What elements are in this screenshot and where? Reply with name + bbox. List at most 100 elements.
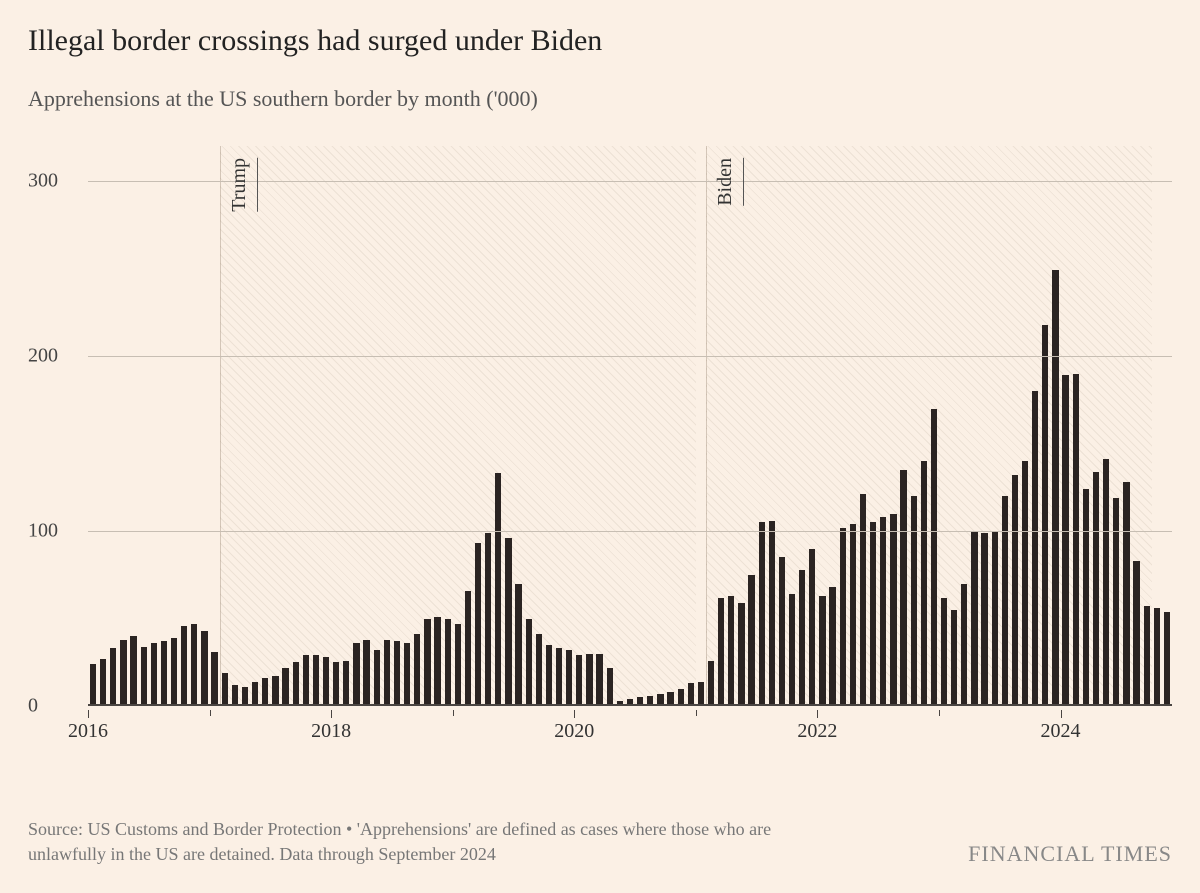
gridline — [88, 531, 1172, 532]
chart-title: Illegal border crossings had surged unde… — [28, 24, 1172, 58]
bar — [323, 657, 329, 706]
x-tick — [574, 710, 575, 718]
x-tick-minor — [939, 710, 940, 716]
bar — [718, 598, 724, 707]
bar — [252, 682, 258, 707]
bar — [566, 650, 572, 706]
bar — [576, 655, 582, 706]
bar — [495, 473, 501, 706]
bar — [181, 626, 187, 707]
bar — [728, 596, 734, 706]
x-tick — [817, 710, 818, 718]
bar — [819, 596, 825, 706]
x-tick-label: 2018 — [311, 720, 351, 743]
bar — [992, 531, 998, 706]
bar — [1103, 459, 1109, 706]
x-tick-label: 2024 — [1041, 720, 1081, 743]
bar — [759, 522, 765, 706]
x-baseline — [88, 704, 1172, 706]
bar — [840, 528, 846, 707]
bar — [303, 655, 309, 706]
x-tick-minor — [210, 710, 211, 716]
bar — [1052, 270, 1058, 706]
footer: Source: US Customs and Border Protection… — [28, 817, 1172, 867]
bar — [384, 640, 390, 707]
bar — [282, 668, 288, 707]
x-tick-minor — [453, 710, 454, 716]
bar — [90, 664, 96, 706]
bar — [1073, 374, 1079, 707]
bar — [313, 655, 319, 706]
bar — [1144, 606, 1150, 706]
bar — [475, 543, 481, 706]
bar — [1062, 375, 1068, 706]
bar — [353, 643, 359, 706]
region-label-biden: Biden — [714, 158, 744, 206]
x-tick-minor — [696, 710, 697, 716]
bar — [546, 645, 552, 706]
bar — [343, 661, 349, 707]
bar — [688, 683, 694, 706]
bar — [363, 640, 369, 707]
region-label-trump: Trump — [228, 158, 258, 212]
bar — [708, 661, 714, 707]
bar — [191, 624, 197, 706]
bar — [505, 538, 511, 706]
bar — [222, 673, 228, 706]
bar — [374, 650, 380, 706]
bar — [738, 603, 744, 706]
bar — [951, 610, 957, 706]
bar — [779, 557, 785, 706]
bar — [1042, 325, 1048, 707]
bar — [1083, 489, 1089, 706]
bar — [455, 624, 461, 706]
bar — [465, 591, 471, 707]
gridline — [88, 356, 1172, 357]
bar — [424, 619, 430, 707]
bar — [860, 494, 866, 706]
bar — [110, 648, 116, 706]
bar — [171, 638, 177, 706]
bar — [1123, 482, 1129, 706]
bar — [485, 533, 491, 706]
bar — [698, 682, 704, 707]
bar — [1022, 461, 1028, 706]
bar — [911, 496, 917, 706]
bar — [799, 570, 805, 707]
bar — [536, 634, 542, 706]
bar — [445, 619, 451, 707]
bar — [526, 619, 532, 707]
bar — [931, 409, 937, 707]
bar — [1154, 608, 1160, 706]
bar — [981, 533, 987, 706]
bar — [586, 654, 592, 707]
bar — [1113, 498, 1119, 706]
bar — [769, 521, 775, 707]
bar — [404, 643, 410, 706]
x-tick — [88, 710, 89, 718]
bar — [151, 643, 157, 706]
source-note: Source: US Customs and Border Protection… — [28, 817, 848, 867]
bar — [829, 587, 835, 706]
bar — [1032, 391, 1038, 706]
y-tick-label: 200 — [28, 345, 58, 368]
chart-subtitle: Apprehensions at the US southern border … — [28, 86, 1172, 112]
bar — [141, 647, 147, 707]
bar — [789, 594, 795, 706]
bar — [900, 470, 906, 706]
bar — [596, 654, 602, 707]
bar — [961, 584, 967, 707]
bar — [748, 575, 754, 706]
bar — [293, 662, 299, 706]
bar — [607, 668, 613, 707]
chart-area: 0100200300 TrumpBiden 201620182020202220… — [28, 146, 1172, 746]
bar — [1002, 496, 1008, 706]
bar — [890, 514, 896, 707]
bar — [100, 659, 106, 706]
bar — [1093, 472, 1099, 707]
y-tick-label: 300 — [28, 170, 58, 193]
bar — [971, 531, 977, 706]
y-tick-label: 0 — [28, 695, 38, 718]
x-tick — [1061, 710, 1062, 718]
x-axis: 20162018202020222024 — [88, 710, 1172, 750]
